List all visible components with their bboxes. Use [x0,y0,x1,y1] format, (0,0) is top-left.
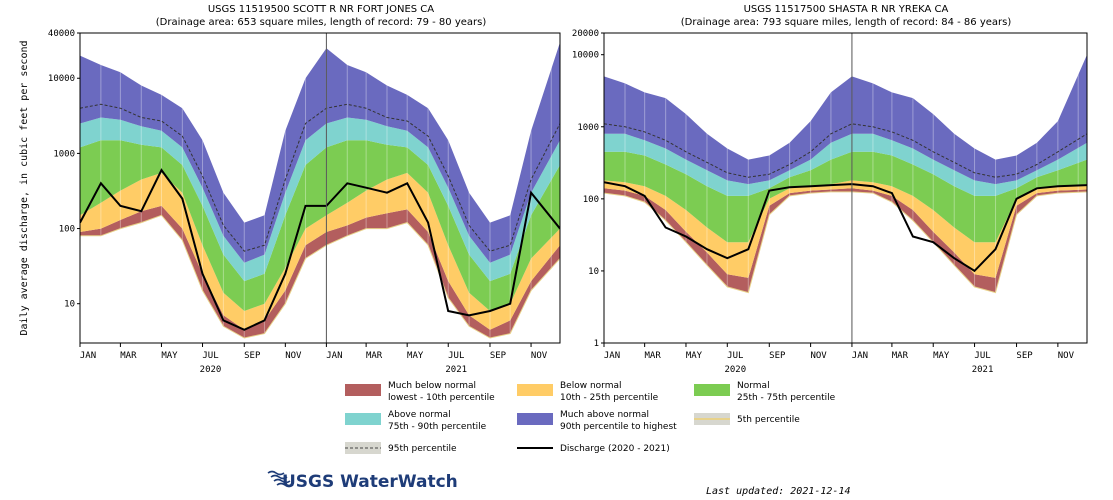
legend-label: Discharge (2020 - 2021) [560,444,670,454]
legend: Much below normal lowest - 10th percentil… [345,381,836,454]
x-year-label: 2020 [200,365,222,375]
usgs-wave-icon [273,478,291,484]
y-tick-label: 100 [583,195,599,205]
x-tick-label: MAY [686,351,703,361]
x-tick-label: MAY [407,351,424,361]
line-95th-percentile [80,103,560,252]
legend-item: Discharge (2020 - 2021) [517,444,670,454]
y-tick-label: 10000 [572,51,599,61]
usgs-logo-text: USGS WaterWatch [282,472,458,492]
legend-item: 5th percentile [694,413,800,425]
legend-swatch [517,413,553,425]
x-tick-label: SEP [244,351,261,361]
legend-label: Much below normal [388,381,476,391]
legend-label: Much above normal [560,410,649,420]
x-tick-label: SEP [1016,351,1033,361]
x-year-label: 2021 [972,365,994,375]
band-much-above-normal [604,54,1087,185]
x-tick-label: MAR [366,351,383,361]
band-below-normal [80,172,560,330]
y-tick-label: 1 [594,339,599,349]
y-tick-label: 40000 [48,29,75,39]
y-tick-label: 100 [59,225,75,235]
x-tick-label: NOV [531,351,548,361]
y-tick-label: 20000 [572,29,599,39]
chart2-plot: 1 10 100 1000 10000 20000 JAN MAR MAY JUL SEP NOV JA… [572,29,1088,375]
x-tick-label: JUL [727,351,743,361]
x-tick-label: JAN [604,351,620,361]
legend-sublabel: lowest - 10th percentile [388,393,495,403]
legend-item: Much below normal lowest - 10th percentil… [345,381,495,403]
legend-swatch [345,384,381,396]
legend-sublabel: 25th - 75th percentile [737,393,836,403]
legend-sublabel: 90th percentile to highest [560,422,677,432]
x-tick-label: JAN [852,351,868,361]
chart1-plot: 10 100 1000 10000 40000 JAN MAR MAY JUL SEP NOV JAN… [48,29,561,375]
y-tick-label: 1000 [577,123,599,133]
y-tick-label: 1000 [53,149,75,159]
usgs-wave-icon [270,474,288,480]
chart1-title: USGS 11519500 SCOTT R NR FORT JONES CA [208,4,434,15]
legend-item: Much above normal 90th percentile to high… [517,410,677,432]
x-tick-label: MAY [933,351,950,361]
x-tick-label: SEP [769,351,786,361]
legend-swatch [345,413,381,425]
y-tick-label: 10 [64,300,75,310]
x-tick-label: JAN [326,351,342,361]
usgs-wave-icon [267,470,285,476]
legend-label: Above normal [388,410,451,420]
legend-label: 95th percentile [388,444,457,454]
x-tick-label: NOV [1058,351,1075,361]
x-tick-label: NOV [285,351,302,361]
plot-frame [603,32,1088,344]
chart2-subtitle: (Drainage area: 793 square miles, length… [681,17,1012,28]
x-tick-label: MAY [161,351,178,361]
legend-swatch [517,384,553,396]
x-tick-label: MAR [645,351,662,361]
legend-swatch [694,384,730,396]
usgs-wave-icon [276,482,294,488]
line-5th-percentile [80,214,560,339]
legend-item: Above normal 75th - 90th percentile [345,410,487,432]
y-axis-label: Daily average discharge, in cubic feet p… [19,40,30,335]
chart1-subtitle: (Drainage area: 653 square miles, length… [156,17,487,28]
legend-label: Below normal [560,381,621,391]
band-above-normal [80,117,560,282]
x-tick-label: JUL [448,351,464,361]
legend-sublabel: 75th - 90th percentile [388,422,487,432]
y-tick-label: 10 [588,267,599,277]
x-tick-label: JUL [974,351,990,361]
legend-item: Below normal 10th - 25th percentile [517,381,659,403]
x-year-label: 2021 [445,365,467,375]
legend-sublabel: 10th - 25th percentile [560,393,659,403]
last-updated: Last updated: 2021-12-14 [706,486,851,497]
band-below-normal [604,180,1087,278]
legend-item: 95th percentile [345,442,457,454]
band-normal [604,151,1087,243]
x-tick-label: SEP [490,351,507,361]
x-tick-label: MAR [120,351,137,361]
chart2-title: USGS 11517500 SHASTA R NR YREKA CA [744,4,949,15]
x-tick-label: NOV [810,351,827,361]
y-tick-label: 10000 [48,74,75,84]
line-discharge [604,181,1087,273]
x-tick-label: JUL [202,351,218,361]
legend-label: 5th percentile [737,415,800,425]
line-discharge [80,168,560,331]
x-tick-label: MAR [892,351,909,361]
line-5th-percentile [604,191,1087,294]
legend-item: Normal 25th - 75th percentile [694,381,836,403]
line-95th-percentile [604,123,1087,178]
band-much-below-normal [80,205,560,338]
x-year-label: 2020 [724,365,746,375]
band-above-normal [604,133,1087,196]
plot-frame [79,32,561,344]
x-tick-label: JAN [80,351,96,361]
legend-label: Normal [737,381,770,391]
band-much-above-normal [80,42,560,263]
usgs-logo: USGS WaterWatch [267,470,458,492]
